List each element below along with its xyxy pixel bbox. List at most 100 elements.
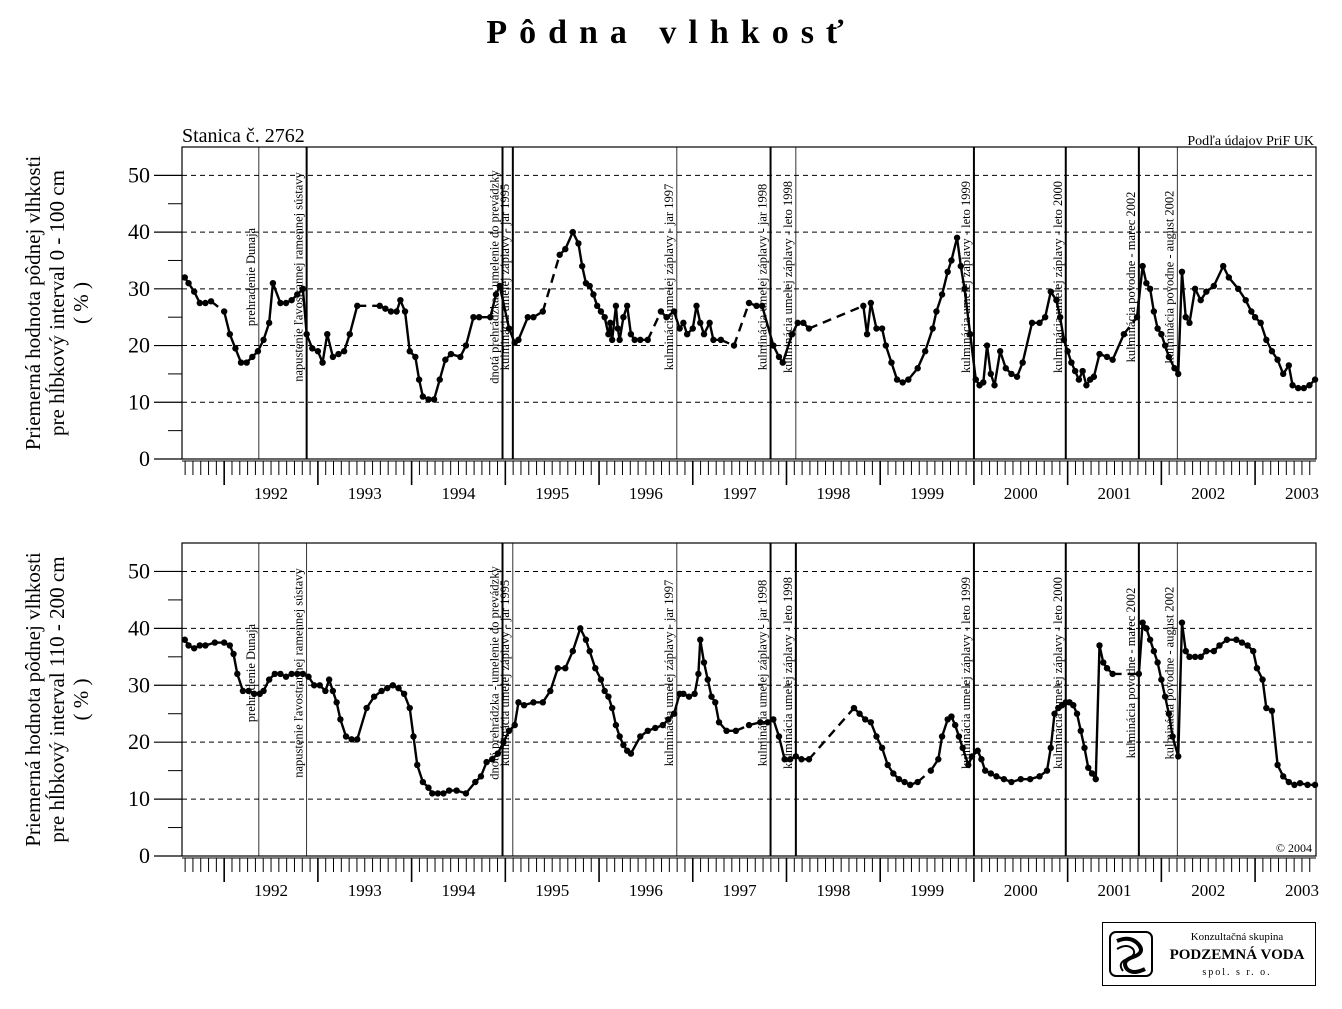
data-point (1191, 653, 1199, 661)
data-point (717, 336, 725, 344)
series-segment (968, 334, 977, 380)
data-point (515, 699, 522, 706)
data-point (1053, 296, 1060, 304)
data-point (1158, 676, 1165, 683)
y-axis-label-line: Priemerná hodnota pôdnej vlhkosti (21, 156, 45, 451)
data-point (620, 741, 627, 749)
data-point (492, 291, 500, 298)
data-point (775, 353, 783, 361)
data-point (1017, 775, 1024, 783)
data-point (1047, 744, 1054, 752)
series-segment (808, 707, 855, 761)
series-segment (232, 653, 239, 675)
data-point (695, 670, 702, 678)
data-point (442, 356, 449, 363)
data-point (1171, 365, 1178, 372)
data-point (185, 642, 192, 649)
y-tick-label: 10 (128, 786, 150, 811)
y-tick-label: 50 (128, 162, 150, 187)
data-point (346, 331, 353, 338)
data-point (1178, 268, 1186, 275)
data-point (867, 299, 875, 307)
data-point (1036, 319, 1043, 327)
series-segment (869, 302, 878, 329)
data-point (462, 790, 470, 797)
data-point (1197, 653, 1204, 661)
data-point (981, 767, 989, 774)
series-segment (959, 265, 966, 290)
data-point (412, 353, 419, 361)
data-point (955, 733, 963, 740)
data-point (562, 665, 569, 672)
data-point (592, 665, 599, 672)
data-point (389, 682, 397, 689)
data-point (453, 787, 460, 794)
data-point (758, 302, 766, 310)
data-point (1197, 296, 1204, 304)
data-point (862, 716, 869, 723)
data-point (1311, 376, 1319, 383)
data-point (608, 704, 616, 712)
data-point (888, 359, 895, 366)
data-point (539, 699, 547, 706)
data-point (770, 342, 777, 349)
x-year-label: 1999 (910, 484, 944, 503)
data-point (578, 262, 586, 270)
x-year-label: 2002 (1191, 484, 1225, 503)
data-point (991, 382, 998, 389)
data-point (305, 673, 312, 680)
data-point (1013, 373, 1021, 380)
data-point (1220, 262, 1227, 270)
data-point (1028, 319, 1036, 327)
series-segment (1058, 316, 1066, 341)
data-point (445, 787, 453, 794)
data-point (616, 336, 623, 344)
data-point (605, 331, 612, 338)
data-point (496, 282, 503, 290)
data-point (1285, 778, 1293, 786)
x-year-label: 1999 (910, 881, 944, 900)
data-point (530, 313, 537, 321)
x-year-label: 2003 (1285, 484, 1319, 503)
data-point (1279, 773, 1287, 780)
x-year-label: 1998 (816, 484, 850, 503)
series-segment (985, 345, 992, 375)
series-segment (223, 311, 231, 335)
data-point (623, 302, 631, 310)
data-point (1178, 619, 1186, 626)
data-point (914, 778, 921, 786)
data-point (899, 379, 906, 386)
data-point (1223, 636, 1231, 643)
series-segment (1045, 747, 1052, 771)
series-segment (760, 305, 775, 346)
data-point (1051, 710, 1058, 717)
data-point (582, 636, 590, 643)
data-point (593, 302, 601, 310)
data-point (781, 756, 788, 763)
series-segment (489, 294, 498, 318)
series-segment (1111, 333, 1125, 361)
series-segment (356, 707, 368, 740)
data-point (1161, 342, 1169, 349)
x-year-label: 1997 (723, 881, 758, 900)
data-point (185, 279, 192, 287)
data-point (1175, 753, 1182, 760)
data-point (627, 750, 635, 757)
data-point (569, 647, 577, 655)
data-point (685, 693, 693, 700)
series-segment (267, 283, 275, 323)
data-point (232, 345, 239, 352)
data-point (1300, 384, 1308, 392)
data-point (715, 719, 723, 726)
data-point (657, 308, 665, 315)
data-point (1216, 642, 1223, 649)
data-point (294, 291, 301, 298)
data-point (770, 716, 777, 723)
data-point (254, 348, 262, 355)
data-point (342, 733, 350, 740)
data-point (1139, 619, 1146, 626)
data-point (1259, 676, 1266, 683)
series-segment (963, 288, 972, 335)
data-point (1274, 356, 1281, 363)
y-tick-label: 0 (139, 843, 150, 868)
